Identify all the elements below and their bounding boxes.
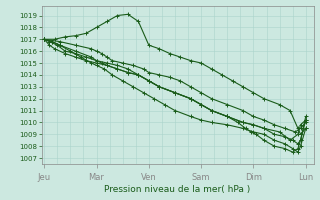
X-axis label: Pression niveau de la mer( hPa ): Pression niveau de la mer( hPa ) <box>104 185 251 194</box>
